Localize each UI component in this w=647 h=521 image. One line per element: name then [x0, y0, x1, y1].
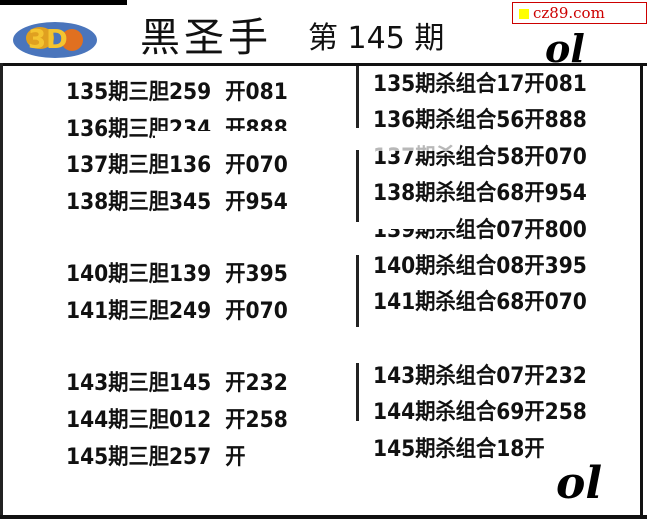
right-row: 143期杀组合07开232: [373, 364, 587, 389]
column-divider: [356, 255, 359, 327]
occlusion: [370, 216, 455, 229]
right-border: [640, 63, 643, 519]
right-row: 145期杀组合18开: [373, 437, 545, 462]
left-row: 141期三胆249 开070: [66, 299, 288, 324]
occlusion: [370, 142, 460, 151]
right-row: 136期杀组合56开888: [373, 108, 587, 133]
left-row: 138期三胆345 开954: [66, 190, 288, 215]
site-badge-text: cz89.com: [533, 4, 605, 22]
issue-number: 第 145 期: [308, 21, 445, 56]
right-row: 141期杀组合68开070: [373, 290, 587, 315]
left-row: 144期三胆012 开258: [66, 408, 288, 433]
column-divider: [356, 66, 359, 128]
bottom-border: [0, 515, 647, 519]
left-border: [0, 63, 3, 519]
page-title: 黑圣手: [140, 15, 272, 61]
right-row: 144期杀组合69开258: [373, 400, 587, 425]
3d-logo: 3D: [10, 12, 100, 62]
right-row: 140期杀组合08开395: [373, 254, 587, 279]
column-divider: [356, 150, 359, 222]
right-row: 135期杀组合17开081: [373, 72, 587, 97]
left-row: 145期三胆257 开: [66, 445, 246, 470]
top-bar: [0, 0, 127, 5]
site-badge[interactable]: cz89.com: [512, 2, 647, 24]
left-row: 140期三胆139 开395: [66, 262, 288, 287]
yellow-square-icon: [519, 9, 529, 19]
svg-text:3D: 3D: [28, 25, 68, 55]
column-divider: [356, 363, 359, 421]
header-divider: [0, 63, 647, 66]
corner-mark-bottom: ol: [556, 458, 603, 509]
occlusion: [155, 131, 305, 147]
left-row: 137期三胆136 开070: [66, 153, 288, 178]
right-row: 138期杀组合68开954: [373, 181, 587, 206]
left-row: 143期三胆145 开232: [66, 371, 288, 396]
left-row: 135期三胆259 开081: [66, 80, 288, 105]
